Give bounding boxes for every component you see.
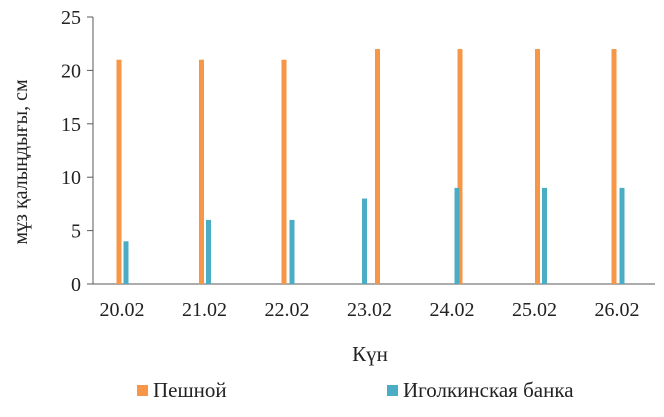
x-tick-label: 22.02: [265, 299, 310, 321]
bars: [116, 49, 625, 284]
y-tick-label: 5: [71, 221, 81, 243]
bar: [123, 241, 129, 284]
bar: [457, 49, 463, 284]
bar: [535, 49, 540, 284]
bar: [116, 59, 122, 284]
bar: [454, 187, 460, 284]
y-tick-label: 20: [61, 60, 81, 82]
bar: [619, 187, 625, 284]
legend-label: Иголкинская банка: [403, 378, 574, 402]
x-tick-label: 23.02: [347, 299, 392, 321]
bar: [375, 49, 380, 284]
bar: [206, 219, 211, 284]
legend-swatch: [387, 385, 398, 396]
x-axis: 20.02 21.02 22.02 23.02 24.02 25.02 26.02: [93, 283, 655, 321]
y-tick-label: 10: [61, 167, 81, 189]
bar: [281, 59, 287, 284]
bar: [199, 59, 204, 284]
bar: [542, 187, 547, 284]
y-axis: 0 5 10 15 20 25: [61, 7, 94, 296]
legend: Пешной Иголкинская банка: [137, 378, 574, 402]
legend-swatch: [137, 385, 148, 396]
bar: [289, 219, 295, 284]
y-axis-label: мұз қалыңдығы, см: [10, 79, 32, 245]
x-tick-label: 21.02: [182, 299, 227, 321]
y-tick-label: 15: [61, 114, 81, 136]
x-tick-label: 25.02: [512, 299, 557, 321]
x-tick-label: 20.02: [100, 299, 145, 321]
x-tick-label: 26.02: [595, 299, 640, 321]
x-axis-label: Күн: [352, 342, 388, 366]
x-tick-label: 24.02: [430, 299, 475, 321]
y-tick-label: 0: [71, 274, 81, 296]
bar: [611, 49, 617, 284]
legend-label: Пешной: [153, 378, 227, 402]
y-tick-label: 25: [61, 7, 81, 29]
bar: [362, 198, 367, 284]
